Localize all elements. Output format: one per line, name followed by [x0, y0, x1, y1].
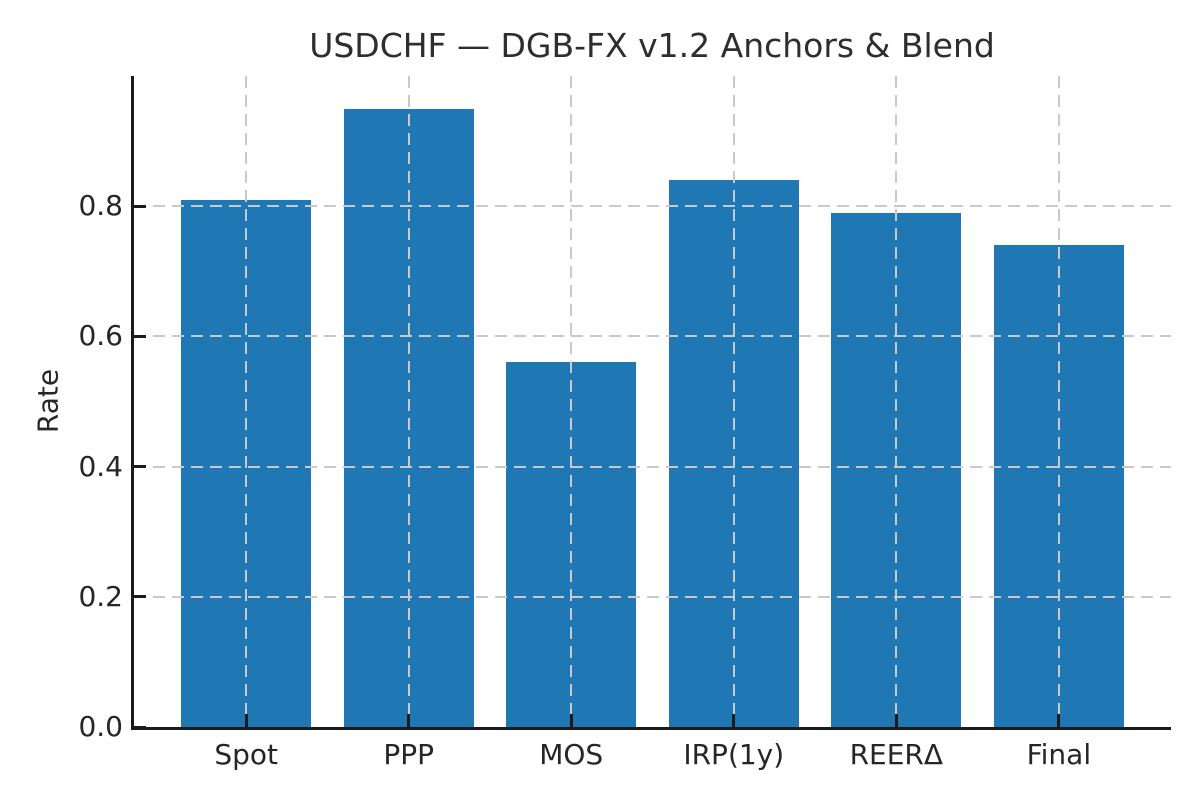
x-tick-label-MOS: MOS — [539, 738, 604, 771]
gridline-y-0.4 — [134, 465, 1171, 468]
x-tick-mark-IRP(1y) — [732, 714, 736, 727]
x-tick-mark-Final — [1057, 714, 1061, 727]
x-tick-label-REERΔ: REERΔ — [849, 738, 944, 771]
y-tick-label-0.0: 0.0 — [78, 710, 123, 743]
gridline-x-PPP — [407, 76, 410, 727]
x-tick-label-Spot: Spot — [214, 738, 278, 771]
y-tick-mark-0.0 — [134, 725, 146, 729]
gridline-x-IRP(1y) — [732, 76, 735, 727]
x-tick-mark-MOS — [569, 714, 573, 727]
y-tick-mark-0.4 — [134, 465, 146, 469]
y-tick-mark-0.2 — [134, 595, 146, 599]
x-tick-label-IRP(1y): IRP(1y) — [683, 738, 785, 771]
y-axis-label: Rate — [31, 368, 65, 434]
gridline-x-MOS — [570, 76, 573, 727]
y-tick-label-0.8: 0.8 — [78, 189, 123, 223]
x-tick-label-Final: Final — [1026, 738, 1092, 771]
y-tick-label-0.6: 0.6 — [78, 319, 123, 353]
plot-area — [131, 76, 1171, 730]
gridline-x-Spot — [245, 76, 248, 727]
y-tick-label-0.4: 0.4 — [78, 449, 123, 483]
y-tick-mark-0.8 — [134, 204, 146, 208]
chart-title: USDCHF — DGB-FX v1.2 Anchors & Blend — [309, 26, 995, 65]
y-tick-label-0.2: 0.2 — [78, 579, 123, 613]
x-tick-mark-PPP — [407, 714, 411, 727]
gridline-x-REERΔ — [895, 76, 898, 727]
gridline-y-0.8 — [134, 205, 1171, 208]
x-tick-mark-Spot — [244, 714, 248, 727]
gridline-y-0.6 — [134, 335, 1171, 338]
y-tick-mark-0.6 — [134, 334, 146, 338]
x-tick-label-PPP: PPP — [383, 738, 435, 771]
gridline-y-0.2 — [134, 595, 1171, 598]
x-tick-mark-REERΔ — [894, 714, 898, 727]
gridline-x-Final — [1057, 76, 1060, 727]
